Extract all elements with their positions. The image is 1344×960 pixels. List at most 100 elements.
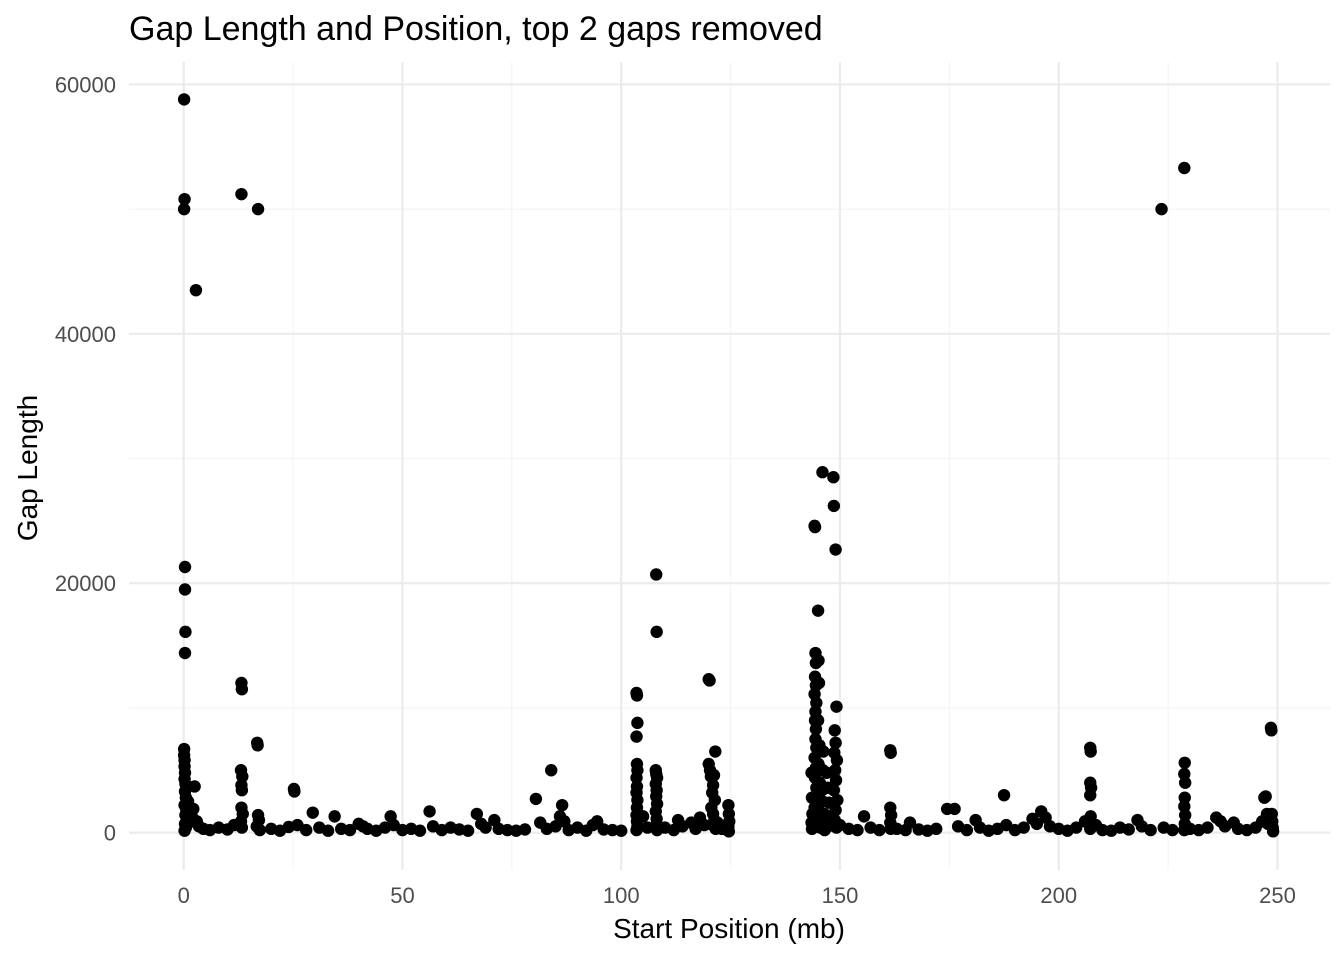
x-tick-label: 100 <box>603 883 640 908</box>
data-point <box>413 824 427 837</box>
x-tick-label: 150 <box>822 883 859 908</box>
data-point <box>636 810 650 823</box>
data-point <box>1178 791 1191 804</box>
data-point <box>321 824 335 837</box>
data-point <box>555 798 569 812</box>
data-point <box>251 202 265 216</box>
data-point <box>1084 745 1097 758</box>
data-point <box>851 823 864 837</box>
data-point <box>178 646 192 660</box>
data-point <box>1178 808 1192 822</box>
data-point <box>529 792 543 806</box>
data-point <box>829 774 843 787</box>
data-point <box>812 676 826 690</box>
data-point <box>306 806 319 819</box>
data-point <box>816 466 829 479</box>
data-point <box>808 520 822 534</box>
minor-gridlines <box>129 62 1330 870</box>
data-point <box>828 724 841 737</box>
data-point <box>178 192 191 206</box>
data-point <box>1030 817 1044 831</box>
data-point <box>328 810 341 823</box>
data-point <box>235 187 248 201</box>
data-point <box>545 764 558 777</box>
data-point <box>1144 823 1157 837</box>
data-point <box>903 816 917 829</box>
data-point <box>235 682 249 696</box>
data-point <box>251 739 264 752</box>
data-point <box>188 780 201 793</box>
data-point <box>615 824 628 837</box>
data-point <box>179 625 192 639</box>
data-point <box>884 746 897 759</box>
data-point <box>812 654 825 667</box>
data-point <box>1017 821 1030 834</box>
data-point <box>1201 821 1214 834</box>
x-axis-title: Start Position (mb) <box>613 913 845 944</box>
data-point <box>817 745 830 758</box>
data-point <box>630 730 643 743</box>
data-point <box>343 823 357 837</box>
data-point <box>650 625 663 639</box>
data-point <box>178 560 192 574</box>
data-point <box>857 810 871 823</box>
data-point <box>811 714 825 727</box>
data-point <box>722 798 735 812</box>
data-point <box>709 745 722 758</box>
data-point <box>177 202 191 216</box>
data-point <box>518 823 532 836</box>
y-tick-label: 40000 <box>55 322 116 347</box>
data-point <box>182 816 196 829</box>
data-point <box>479 821 492 834</box>
data-point <box>1070 821 1083 834</box>
data-point <box>189 283 203 297</box>
data-point <box>187 802 200 816</box>
chart-title: Gap Length and Position, top 2 gaps remo… <box>129 10 823 48</box>
data-points <box>177 93 1280 838</box>
data-point <box>948 802 961 816</box>
x-axis-tick-labels: 0 50 100 150 200 250 <box>178 883 1296 908</box>
data-point <box>235 783 249 797</box>
y-tick-label: 60000 <box>55 72 116 97</box>
data-point <box>722 825 736 838</box>
data-point <box>707 769 721 782</box>
data-point <box>830 700 843 713</box>
data-point <box>873 823 886 837</box>
data-point <box>650 568 663 581</box>
data-point <box>461 824 475 837</box>
data-point <box>178 583 192 596</box>
data-point <box>423 805 436 818</box>
data-point <box>1178 776 1192 789</box>
data-point <box>1259 790 1272 803</box>
y-tick-label: 0 <box>104 821 116 846</box>
data-point <box>1122 823 1135 836</box>
x-tick-label: 50 <box>390 883 414 908</box>
data-point <box>930 822 943 836</box>
data-point <box>1155 202 1168 216</box>
data-point <box>703 674 716 687</box>
data-point <box>630 823 643 837</box>
data-point <box>299 823 313 837</box>
data-point <box>630 771 643 784</box>
data-point <box>1166 823 1179 837</box>
y-tick-label: 20000 <box>55 571 116 596</box>
data-point <box>177 93 191 106</box>
x-tick-label: 250 <box>1259 883 1296 908</box>
data-point <box>829 803 842 817</box>
data-point <box>831 793 844 807</box>
data-point <box>470 807 484 821</box>
data-point <box>253 823 267 837</box>
data-point <box>829 736 842 750</box>
data-point <box>960 823 974 837</box>
data-point <box>1266 825 1280 838</box>
data-point <box>997 788 1011 802</box>
major-gridlines <box>129 62 1330 870</box>
data-point <box>828 764 842 777</box>
data-point <box>830 754 844 767</box>
y-axis-tick-labels: 0 20000 40000 60000 <box>55 72 116 845</box>
data-point <box>235 821 249 834</box>
y-axis-title: Gap Length <box>12 395 43 541</box>
data-point <box>1084 788 1097 802</box>
data-point <box>827 471 840 484</box>
data-point <box>827 783 841 797</box>
